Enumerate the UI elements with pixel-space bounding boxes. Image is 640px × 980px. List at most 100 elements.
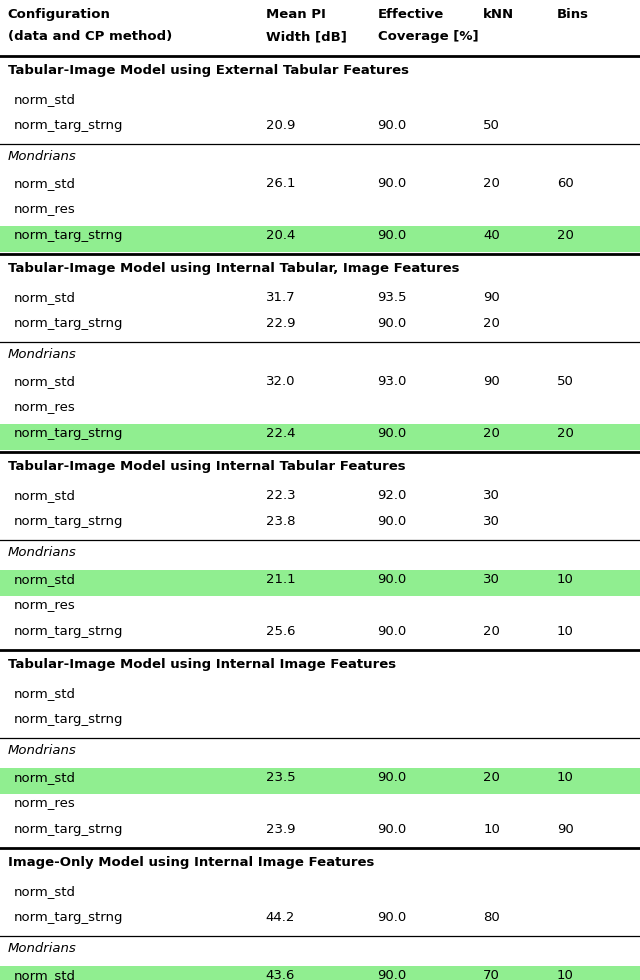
- Text: 25.6: 25.6: [266, 625, 295, 638]
- Text: 23.9: 23.9: [266, 823, 295, 836]
- Text: norm_res: norm_res: [13, 401, 76, 414]
- Text: 90.0: 90.0: [378, 823, 407, 836]
- Text: norm_std: norm_std: [13, 375, 76, 388]
- Text: 90: 90: [483, 375, 500, 388]
- Text: norm_targ_strng: norm_targ_strng: [13, 515, 123, 528]
- Text: 92.0: 92.0: [378, 489, 407, 502]
- Bar: [0, 424, 640, 450]
- Text: 80: 80: [483, 911, 500, 924]
- Text: norm_res: norm_res: [13, 599, 76, 612]
- Bar: [0, 768, 640, 794]
- Text: 20: 20: [557, 229, 573, 242]
- Text: 90.0: 90.0: [378, 625, 407, 638]
- Text: 20: 20: [483, 177, 500, 190]
- Bar: [0, 226, 640, 252]
- Text: 93.5: 93.5: [378, 291, 407, 304]
- Text: 90.0: 90.0: [378, 515, 407, 528]
- Text: norm_std: norm_std: [13, 489, 76, 502]
- Text: 90.0: 90.0: [378, 911, 407, 924]
- Text: norm_std: norm_std: [13, 573, 76, 586]
- Text: 10: 10: [483, 823, 500, 836]
- Text: norm_targ_strng: norm_targ_strng: [13, 427, 123, 440]
- Text: 10: 10: [557, 573, 573, 586]
- Text: norm_std: norm_std: [13, 969, 76, 980]
- Text: Effective: Effective: [378, 8, 444, 21]
- Text: 90: 90: [557, 823, 573, 836]
- Text: norm_std: norm_std: [13, 93, 76, 106]
- Text: 90.0: 90.0: [378, 771, 407, 784]
- Text: Tabular-Image Model using External Tabular Features: Tabular-Image Model using External Tabul…: [8, 64, 409, 77]
- Text: Coverage [%]: Coverage [%]: [378, 30, 478, 43]
- Text: Tabular-Image Model using Internal Tabular Features: Tabular-Image Model using Internal Tabul…: [8, 460, 405, 473]
- Text: kNN: kNN: [483, 8, 515, 21]
- Text: Mean PI: Mean PI: [266, 8, 326, 21]
- Text: 22.3: 22.3: [266, 489, 295, 502]
- Text: 32.0: 32.0: [266, 375, 295, 388]
- Text: Width [dB]: Width [dB]: [266, 30, 346, 43]
- Text: 10: 10: [557, 771, 573, 784]
- Text: 22.9: 22.9: [266, 317, 295, 330]
- Text: 20.4: 20.4: [266, 229, 295, 242]
- Text: Mondrians: Mondrians: [8, 150, 76, 163]
- Text: norm_targ_strng: norm_targ_strng: [13, 625, 123, 638]
- Text: 20: 20: [557, 427, 573, 440]
- Text: 23.5: 23.5: [266, 771, 295, 784]
- Text: 50: 50: [557, 375, 573, 388]
- Text: norm_targ_strng: norm_targ_strng: [13, 911, 123, 924]
- Text: 90.0: 90.0: [378, 119, 407, 132]
- Text: 26.1: 26.1: [266, 177, 295, 190]
- Text: 22.4: 22.4: [266, 427, 295, 440]
- Text: 20: 20: [483, 771, 500, 784]
- Text: 90.0: 90.0: [378, 573, 407, 586]
- Text: 90.0: 90.0: [378, 177, 407, 190]
- Text: norm_targ_strng: norm_targ_strng: [13, 823, 123, 836]
- Text: 20.9: 20.9: [266, 119, 295, 132]
- Text: norm_std: norm_std: [13, 177, 76, 190]
- Text: Mondrians: Mondrians: [8, 744, 76, 757]
- Text: Mondrians: Mondrians: [8, 546, 76, 559]
- Text: Tabular-Image Model using Internal Tabular, Image Features: Tabular-Image Model using Internal Tabul…: [8, 262, 459, 275]
- Text: 10: 10: [557, 625, 573, 638]
- Text: norm_res: norm_res: [13, 797, 76, 810]
- Text: norm_targ_strng: norm_targ_strng: [13, 229, 123, 242]
- Text: norm_std: norm_std: [13, 771, 76, 784]
- Text: 44.2: 44.2: [266, 911, 295, 924]
- Text: 20: 20: [483, 317, 500, 330]
- Text: norm_targ_strng: norm_targ_strng: [13, 119, 123, 132]
- Text: 70: 70: [483, 969, 500, 980]
- Text: Bins: Bins: [557, 8, 589, 21]
- Text: norm_std: norm_std: [13, 885, 76, 898]
- Text: norm_targ_strng: norm_targ_strng: [13, 713, 123, 726]
- Text: Mondrians: Mondrians: [8, 942, 76, 955]
- Text: norm_std: norm_std: [13, 687, 76, 700]
- Text: 23.8: 23.8: [266, 515, 295, 528]
- Text: Image-Only Model using Internal Image Features: Image-Only Model using Internal Image Fe…: [8, 856, 374, 869]
- Text: Configuration: Configuration: [8, 8, 111, 21]
- Text: 20: 20: [483, 427, 500, 440]
- Text: 30: 30: [483, 489, 500, 502]
- Text: 50: 50: [483, 119, 500, 132]
- Bar: [0, 966, 640, 980]
- Text: 31.7: 31.7: [266, 291, 295, 304]
- Text: (data and CP method): (data and CP method): [8, 30, 172, 43]
- Text: 90.0: 90.0: [378, 317, 407, 330]
- Bar: [0, 570, 640, 596]
- Text: 93.0: 93.0: [378, 375, 407, 388]
- Text: 30: 30: [483, 573, 500, 586]
- Text: 20: 20: [483, 625, 500, 638]
- Text: 40: 40: [483, 229, 500, 242]
- Text: norm_std: norm_std: [13, 291, 76, 304]
- Text: Mondrians: Mondrians: [8, 348, 76, 361]
- Text: 21.1: 21.1: [266, 573, 295, 586]
- Text: 90: 90: [483, 291, 500, 304]
- Text: 90.0: 90.0: [378, 229, 407, 242]
- Text: 30: 30: [483, 515, 500, 528]
- Text: norm_targ_strng: norm_targ_strng: [13, 317, 123, 330]
- Text: Tabular-Image Model using Internal Image Features: Tabular-Image Model using Internal Image…: [8, 658, 396, 671]
- Text: 90.0: 90.0: [378, 427, 407, 440]
- Text: 90.0: 90.0: [378, 969, 407, 980]
- Text: norm_res: norm_res: [13, 203, 76, 216]
- Text: 10: 10: [557, 969, 573, 980]
- Text: 60: 60: [557, 177, 573, 190]
- Text: 43.6: 43.6: [266, 969, 295, 980]
